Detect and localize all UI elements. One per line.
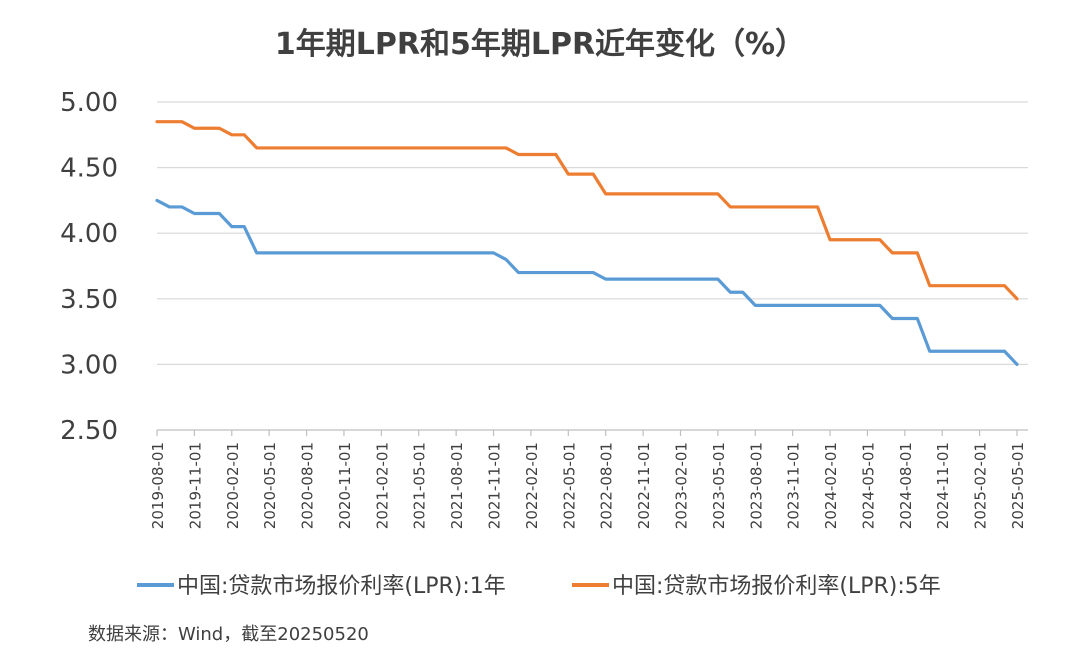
chart-title: 1年期LPR和5年期LPR近年变化（%） [275, 27, 805, 62]
x-tick-label: 2022-11-01 [635, 442, 653, 529]
x-tick-label: 2021-05-01 [411, 442, 429, 529]
x-tick-label: 2022-05-01 [560, 442, 578, 529]
x-tick-label: 2019-08-01 [149, 442, 167, 529]
x-tick-label: 2021-11-01 [486, 442, 504, 529]
x-tick-label: 2020-08-01 [299, 442, 317, 529]
x-tick-label: 2023-02-01 [672, 442, 690, 529]
y-tick-label: 2.50 [60, 416, 118, 446]
x-tick-label: 2019-11-01 [186, 442, 204, 529]
x-tick-label: 2024-08-01 [897, 442, 915, 529]
y-axis-ticks: 5.00 4.50 4.00 3.50 3.00 2.50 [60, 88, 118, 446]
x-tick-label: 2025-05-01 [1009, 442, 1027, 529]
x-tick-label: 2024-05-01 [859, 442, 877, 529]
x-tick-label: 2022-08-01 [598, 442, 616, 529]
x-tick-label: 2023-05-01 [710, 442, 728, 529]
x-tick-label: 2024-02-01 [822, 442, 840, 529]
series-lines [155, 120, 1019, 366]
x-tick-label: 2020-02-01 [224, 442, 242, 529]
x-tick-label: 2024-11-01 [934, 442, 952, 529]
x-tick-label: 2025-02-01 [972, 442, 990, 529]
legend-label: 中国:贷款市场报价利率(LPR):5年 [612, 574, 941, 599]
x-tick-label: 2023-11-01 [785, 442, 803, 529]
y-tick-label: 5.00 [60, 88, 118, 118]
x-tick-label: 2020-05-01 [261, 442, 279, 529]
source-note: 数据来源：Wind，截至20250520 [88, 624, 369, 645]
x-axis: 2019-08-01 2019-11-01 2020-02-01 2020-05-01… [149, 429, 1028, 529]
series-line-1y [155, 198, 1019, 366]
x-tick-label: 2023-08-01 [747, 442, 765, 529]
x-tick-label: 2021-08-01 [448, 442, 466, 529]
y-tick-label: 4.50 [60, 154, 118, 184]
gridlines [157, 101, 1028, 365]
x-tick-label: 2020-11-01 [336, 442, 354, 529]
series-line-5y [155, 120, 1019, 301]
x-tick-label: 2021-02-01 [373, 442, 391, 529]
y-tick-label: 3.00 [60, 350, 118, 380]
x-tick-label: 2022-02-01 [523, 442, 541, 529]
y-tick-label: 3.50 [60, 285, 118, 315]
legend-label: 中国:贷款市场报价利率(LPR):1年 [177, 574, 506, 599]
legend: 中国:贷款市场报价利率(LPR):1年 中国:贷款市场报价利率(LPR):5年 [137, 574, 941, 599]
y-tick-label: 4.00 [60, 219, 118, 249]
